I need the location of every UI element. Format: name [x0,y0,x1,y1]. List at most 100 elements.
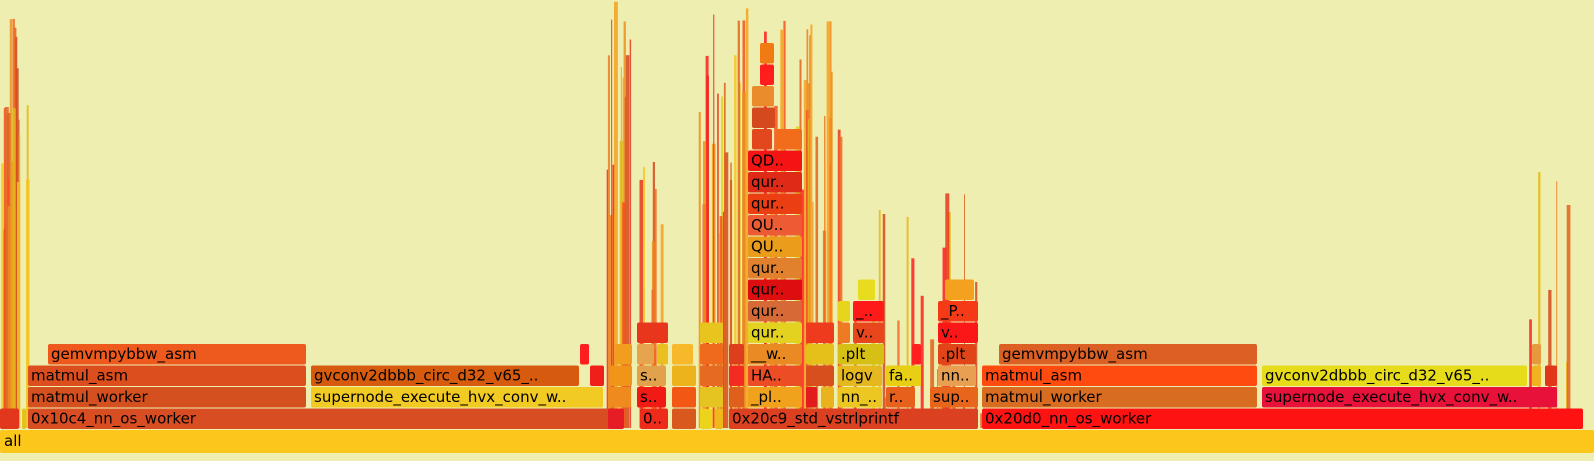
frame-rect[interactable] [637,365,666,387]
frame[interactable]: _.. [853,301,884,322]
frame[interactable] [590,365,604,387]
frame-rect[interactable] [729,387,744,408]
frame[interactable] [912,344,921,365]
frame[interactable] [608,408,624,430]
frame-rect[interactable] [0,408,19,430]
frame-rect[interactable] [999,344,1257,365]
frame[interactable]: QU.. [748,236,802,258]
frame-rect[interactable] [610,365,632,387]
frame[interactable] [700,344,723,365]
frame-rect[interactable] [853,301,884,322]
frame-rect[interactable] [700,365,723,387]
frame[interactable] [700,322,723,344]
frame[interactable]: 0x10c4_nn_os_worker [28,408,618,430]
frame[interactable] [657,344,668,365]
frame[interactable] [1545,365,1557,387]
frame-rect[interactable] [806,365,834,387]
frame[interactable] [838,322,850,344]
frame[interactable] [700,365,723,387]
frame[interactable]: qur.. [748,172,802,193]
frame[interactable] [752,107,775,129]
frame-rect[interactable] [838,365,882,387]
frame-rect[interactable] [806,344,834,365]
frame[interactable] [776,129,802,150]
frame[interactable] [1532,365,1541,387]
frame-rect[interactable] [806,322,834,344]
frame-rect[interactable] [748,150,802,172]
frame[interactable] [806,365,834,387]
frame[interactable] [858,279,875,301]
frame[interactable]: qur.. [748,301,802,322]
frame-rect[interactable] [28,387,306,408]
frame-rect[interactable] [1532,365,1541,387]
frame-rect[interactable] [748,322,802,344]
frame-rect[interactable] [748,258,802,279]
frame-rect[interactable] [748,387,802,408]
frame[interactable]: s.. [637,365,666,387]
frame-rect[interactable] [821,387,834,408]
frame[interactable] [729,387,744,408]
frame-rect[interactable] [640,408,668,430]
frame[interactable]: matmul_asm [28,365,306,387]
frame-rect[interactable] [806,387,817,408]
frame[interactable]: 0x20c9_std_vstrlprintf [729,408,978,430]
frame[interactable] [715,408,723,430]
frame[interactable]: QU.. [748,215,802,236]
frame-rect[interactable] [608,408,624,430]
frame-rect[interactable] [28,408,618,430]
frame-rect[interactable] [938,301,978,322]
frame[interactable] [672,344,693,365]
frame-rect[interactable] [760,43,774,64]
frame[interactable]: matmul_asm [982,365,1257,387]
frame-rect[interactable] [748,344,802,365]
frame[interactable] [945,279,974,301]
frame-rect[interactable] [729,408,978,430]
frame[interactable]: supernode_execute_hvx_conv_w.. [1262,387,1557,408]
frame-rect[interactable] [982,365,1257,387]
frame[interactable]: qur.. [748,322,802,344]
frame-rect[interactable] [912,344,921,365]
frame[interactable] [760,43,774,64]
frame-rect[interactable] [700,387,723,408]
frame-rect[interactable] [580,344,589,365]
root-frame-rect[interactable] [0,430,1594,453]
frame[interactable] [22,408,26,430]
frame[interactable] [610,365,632,387]
frame[interactable] [821,387,834,408]
frame-rect[interactable] [752,129,772,150]
frame[interactable]: QD.. [748,150,802,172]
frame-rect[interactable] [700,344,723,365]
frame[interactable]: s.. [637,387,666,408]
frame[interactable] [752,129,772,150]
frame[interactable]: supernode_execute_hvx_conv_w.. [311,387,603,408]
frame[interactable]: _pl.. [748,387,802,408]
frame-rect[interactable] [853,322,884,344]
frame-rect[interactable] [838,387,882,408]
frame[interactable]: HA.. [748,365,802,387]
frame-rect[interactable] [752,107,775,129]
frame[interactable]: gemvmpybbw_asm [999,344,1257,365]
frame-rect[interactable] [886,387,915,408]
frame-rect[interactable] [1262,387,1557,408]
frame-rect[interactable] [982,387,1257,408]
frame[interactable]: r.. [886,387,915,408]
frame[interactable] [700,387,723,408]
frame[interactable]: matmul_worker [28,387,306,408]
frame[interactable]: 0.. [640,408,668,430]
frame[interactable]: nn_.. [838,387,882,408]
frame-rect[interactable] [776,129,802,150]
frame[interactable] [806,387,817,408]
frame-rect[interactable] [748,215,802,236]
frame-rect[interactable] [729,344,744,365]
frame-rect[interactable] [672,365,696,387]
frame[interactable]: .plt [938,344,976,365]
frame[interactable]: logv [838,365,882,387]
frame[interactable] [615,344,632,365]
frame-rect[interactable] [637,322,668,344]
frame-rect[interactable] [838,344,884,365]
frame-rect[interactable] [938,365,976,387]
frame[interactable] [637,322,668,344]
frame-rect[interactable] [657,344,668,365]
frame-rect[interactable] [637,344,654,365]
frame[interactable] [580,344,589,365]
